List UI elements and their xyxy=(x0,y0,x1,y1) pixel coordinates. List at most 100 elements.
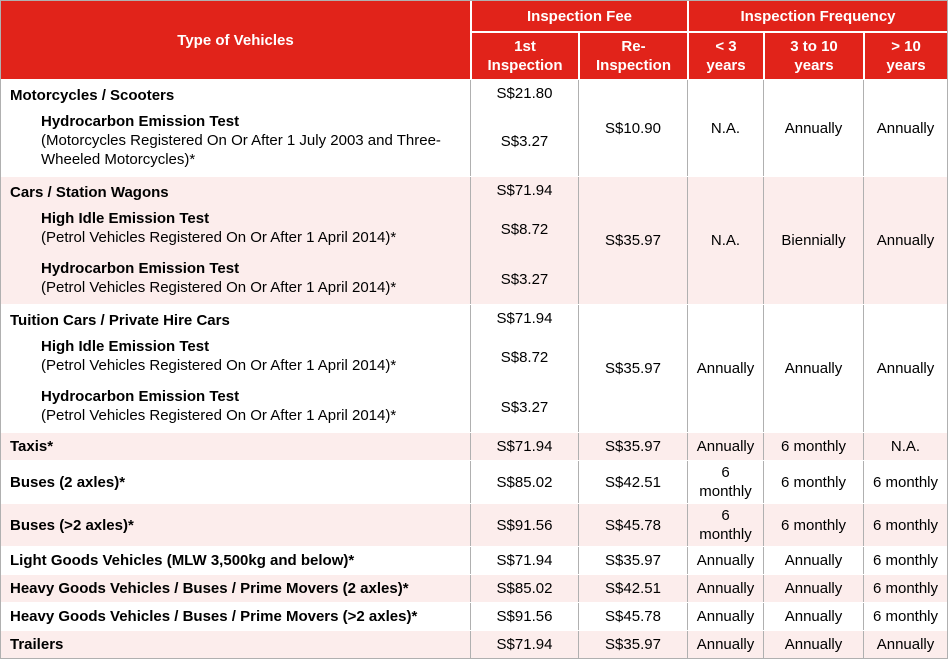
frequency-under-3-years: Annually xyxy=(687,547,763,574)
header-type-of-vehicles: Type of Vehicles xyxy=(177,31,294,49)
re-inspection-fee: S$35.97 xyxy=(578,631,687,658)
re-inspection-fee: S$35.97 xyxy=(578,433,687,460)
re-inspection-fee: S$42.51 xyxy=(578,461,687,503)
vehicle-type: Trailers xyxy=(1,631,470,658)
first-inspection-fee: S$21.80 xyxy=(470,80,578,107)
frequency-under-3-years: 6 monthly xyxy=(687,504,763,546)
re-inspection-fee: S$10.90 xyxy=(578,80,687,176)
frequency-over-10-years: Annually xyxy=(863,177,947,304)
frequency-3-to-10-years: Annually xyxy=(763,631,863,658)
vehicle-type: Buses (>2 axles)* xyxy=(1,504,470,546)
frequency-3-to-10-years: Annually xyxy=(763,575,863,602)
re-inspection-fee: S$45.78 xyxy=(578,603,687,630)
first-inspection-fee: S$91.56 xyxy=(470,504,578,546)
frequency-under-3-years: Annually xyxy=(687,575,763,602)
vehicle-type-label: Heavy Goods Vehicles / Buses / Prime Mov… xyxy=(10,580,409,597)
re-inspection-fee: S$42.51 xyxy=(578,575,687,602)
frequency-3-to-10-years: 6 monthly xyxy=(763,461,863,503)
vehicle-type: Cars / Station Wagons xyxy=(1,177,470,204)
frequency-3-to-10-years: 6 monthly xyxy=(763,433,863,460)
vehicle-type-label: Motorcycles / Scooters xyxy=(10,87,175,104)
header-3-to-10-years: 3 to 10 years xyxy=(763,31,863,79)
re-inspection-fee: S$45.78 xyxy=(578,504,687,546)
table-row: Buses (2 axles)* S$85.02 S$42.51 6 monthly 6… xyxy=(1,460,947,503)
frequency-3-to-10-years: Annually xyxy=(763,305,863,432)
frequency-3-to-10-years: Annually xyxy=(763,603,863,630)
table-row: Heavy Goods Vehicles / Buses / Prime Mov… xyxy=(1,602,947,630)
header-over-10-years: > 10 years xyxy=(863,31,947,79)
frequency-3-to-10-years: Biennially xyxy=(763,177,863,304)
emission-test: Hydrocarbon Emission Test (Petrol Vehicle… xyxy=(1,382,470,432)
first-inspection-fee: S$3.27 xyxy=(470,107,578,176)
frequency-over-10-years: 6 monthly xyxy=(863,461,947,503)
frequency-over-10-years: N.A. xyxy=(863,433,947,460)
first-inspection-fee: S$3.27 xyxy=(470,382,578,432)
vehicle-type: Taxis* xyxy=(1,433,470,460)
first-inspection-fee: S$8.72 xyxy=(470,332,578,382)
table-row: Light Goods Vehicles (MLW 3,500kg and be… xyxy=(1,546,947,574)
vehicle-type-label: Taxis* xyxy=(10,438,54,455)
first-inspection-fee: S$85.02 xyxy=(470,461,578,503)
re-inspection-fee: S$35.97 xyxy=(578,305,687,432)
emission-test: Hydrocarbon Emission Test (Petrol Vehicle… xyxy=(1,254,470,304)
vehicle-type-label: Tuition Cars / Private Hire Cars xyxy=(10,312,230,329)
frequency-under-3-years: Annually xyxy=(687,603,763,630)
frequency-over-10-years: 6 monthly xyxy=(863,575,947,602)
frequency-over-10-years: Annually xyxy=(863,305,947,432)
table-row: Buses (>2 axles)* S$91.56 S$45.78 6 monthly… xyxy=(1,503,947,546)
table-row: Cars / Station Wagons S$71.94 High Idle Em… xyxy=(1,176,947,304)
frequency-under-3-years: N.A. xyxy=(687,177,763,304)
frequency-over-10-years: Annually xyxy=(863,80,947,176)
frequency-under-3-years: 6 monthly xyxy=(687,461,763,503)
first-inspection-fee: S$71.94 xyxy=(470,547,578,574)
emission-test-description: (Petrol Vehicles Registered On Or After … xyxy=(41,407,397,424)
table-row: Motorcycles / Scooters S$21.80 Hydrocarbon… xyxy=(1,79,947,176)
frequency-under-3-years: Annually xyxy=(687,631,763,658)
vehicle-type-label: Trailers xyxy=(10,636,64,653)
vehicle-type: Light Goods Vehicles (MLW 3,500kg and be… xyxy=(1,547,470,574)
first-inspection-fee: S$71.94 xyxy=(470,631,578,658)
frequency-3-to-10-years: 6 monthly xyxy=(763,504,863,546)
frequency-3-to-10-years: Annually xyxy=(763,80,863,176)
emission-test-description: (Petrol Vehicles Registered On Or After … xyxy=(41,229,397,246)
re-inspection-fee: S$35.97 xyxy=(578,547,687,574)
re-inspection-fee: S$35.97 xyxy=(578,177,687,304)
vehicle-type-label: Buses (>2 axles)* xyxy=(10,516,134,534)
vehicle-type: Heavy Goods Vehicles / Buses / Prime Mov… xyxy=(1,603,470,630)
first-inspection-fee: S$71.94 xyxy=(470,305,578,332)
emission-test-description: (Motorcycles Registered On Or After 1 Ju… xyxy=(41,132,441,168)
table-row: Heavy Goods Vehicles / Buses / Prime Mov… xyxy=(1,574,947,602)
emission-test-label: High Idle Emission Test xyxy=(41,210,210,227)
vehicle-type: Heavy Goods Vehicles / Buses / Prime Mov… xyxy=(1,575,470,602)
emission-test-label: Hydrocarbon Emission Test xyxy=(41,260,240,277)
table-header: Type of Vehicles Inspection Fee Inspecti… xyxy=(1,1,947,79)
header-under-3-years: < 3 years xyxy=(687,31,763,79)
emission-test-description: (Petrol Vehicles Registered On Or After … xyxy=(41,279,397,296)
table-body: Motorcycles / Scooters S$21.80 Hydrocarbon… xyxy=(1,79,947,658)
frequency-under-3-years: N.A. xyxy=(687,80,763,176)
frequency-over-10-years: 6 monthly xyxy=(863,504,947,546)
first-inspection-fee: S$85.02 xyxy=(470,575,578,602)
emission-test: Hydrocarbon Emission Test (Motorcycles Re… xyxy=(1,107,470,176)
vehicle-type-label: Light Goods Vehicles (MLW 3,500kg and be… xyxy=(10,552,355,569)
first-inspection-fee: S$8.72 xyxy=(470,204,578,254)
emission-test-label: High Idle Emission Test xyxy=(41,338,210,355)
header-re-inspection: Re-Inspection xyxy=(578,31,687,79)
header-inspection-frequency-group: Inspection Frequency xyxy=(687,1,947,31)
header-inspection-fee-group: Inspection Fee xyxy=(470,1,687,31)
header-first-inspection: 1st Inspection xyxy=(470,31,578,79)
vehicle-type-label: Buses (2 axles)* xyxy=(10,473,126,491)
table-row: Taxis* S$71.94 S$35.97 Annually 6 monthly N.A… xyxy=(1,432,947,460)
vehicle-type-label: Cars / Station Wagons xyxy=(10,184,169,201)
vehicle-type: Tuition Cars / Private Hire Cars xyxy=(1,305,470,332)
emission-test-label: Hydrocarbon Emission Test xyxy=(41,113,240,130)
emission-test: High Idle Emission Test (Petrol Vehicles … xyxy=(1,204,470,254)
vehicle-type: Motorcycles / Scooters xyxy=(1,80,470,107)
table-row: Tuition Cars / Private Hire Cars S$71.94 H… xyxy=(1,304,947,432)
frequency-3-to-10-years: Annually xyxy=(763,547,863,574)
emission-test-label: Hydrocarbon Emission Test xyxy=(41,388,240,405)
vehicle-type: Buses (2 axles)* xyxy=(1,461,470,503)
frequency-over-10-years: 6 monthly xyxy=(863,603,947,630)
vehicle-type-label: Heavy Goods Vehicles / Buses / Prime Mov… xyxy=(10,608,418,625)
